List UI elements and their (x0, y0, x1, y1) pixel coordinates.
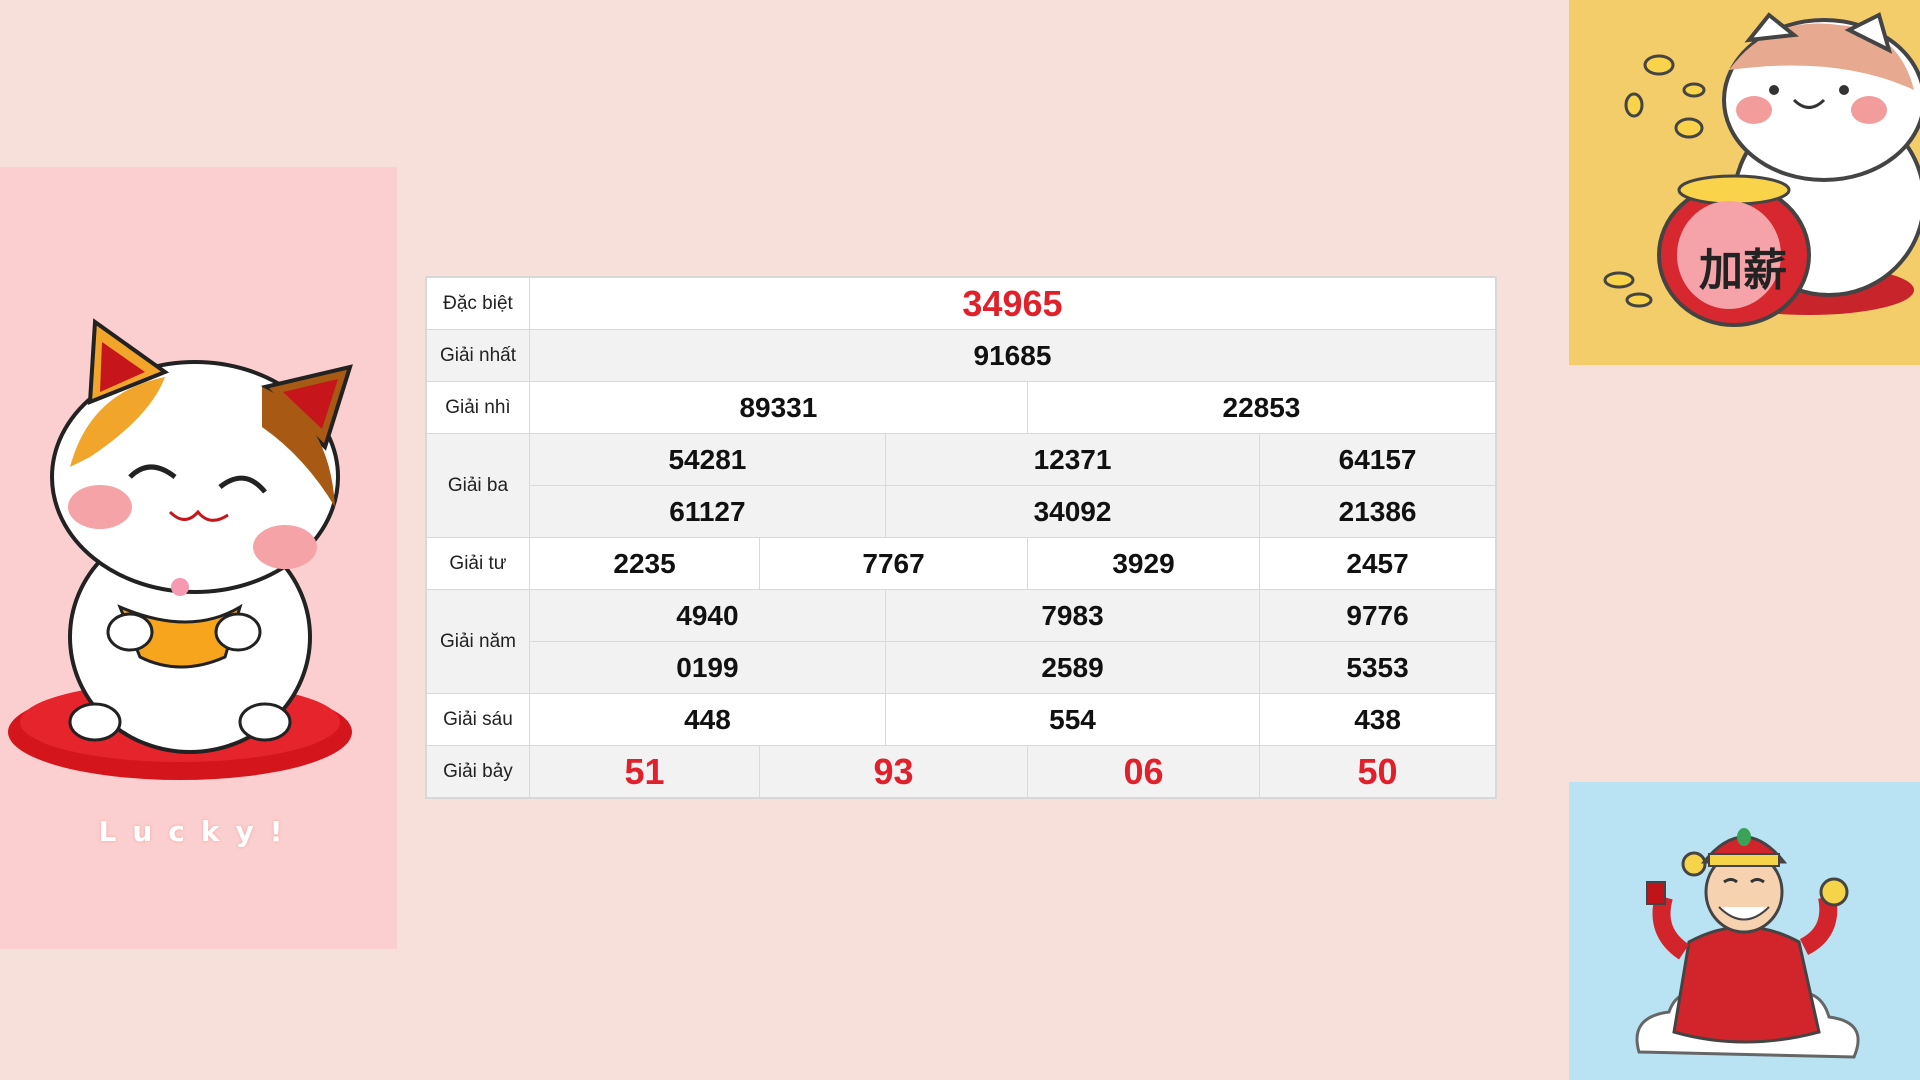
prize-number-highlight: 50 (1259, 745, 1497, 799)
prize-number: 554 (884, 693, 1261, 746)
prize-number: 7767 (759, 537, 1028, 590)
prize-number: 4940 (528, 589, 886, 642)
table-row: Giải ba 54281 12371 64157 (425, 433, 1497, 538)
prize-number: 21386 (1259, 485, 1497, 538)
table-row: 61127 34092 21386 (426, 485, 1497, 538)
money-cat-panel: 加薪 (1569, 0, 1920, 365)
prize-number: 2589 (884, 641, 1261, 694)
prize-label: Giải bảy (425, 745, 530, 799)
prize-number: 9776 (1259, 589, 1497, 642)
prize-number: 7983 (884, 589, 1261, 642)
raise-badge: 加薪 (1699, 245, 1787, 296)
table-row: Đặc biệt 34965 (425, 276, 1497, 330)
money-cat-illustration: 加薪 (1603, 12, 1920, 327)
prize-number: 34092 (884, 485, 1261, 538)
table-row: Giải sáu 448 554 438 (425, 693, 1497, 746)
prize-number: 91685 (528, 329, 1497, 382)
prize-number: 3929 (1026, 537, 1261, 590)
prize-number-highlight: 06 (1026, 745, 1261, 799)
lottery-results-table: Đặc biệt 34965 Giải nhất 91685 Giải nhì … (425, 276, 1497, 799)
prize-number-highlight: 51 (528, 745, 761, 799)
prize-label: Giải sáu (425, 693, 530, 746)
prize-number: 5353 (1259, 641, 1497, 694)
lucky-cat-illustration (8, 318, 353, 780)
table-row: 0199 2589 5353 (426, 641, 1497, 694)
prize-number: 448 (528, 693, 886, 746)
prize-label: Giải nhì (425, 381, 530, 434)
prize-number: 61127 (528, 485, 886, 538)
prize-label: Giải ba (425, 433, 530, 538)
prize-number: 64157 (1259, 433, 1497, 486)
table-row: Giải bảy 51 93 06 50 (425, 745, 1497, 799)
prize-number: 0199 (528, 641, 886, 694)
god-of-wealth-panel (1569, 782, 1920, 1080)
god-of-wealth-illustration (1635, 828, 1860, 1059)
lucky-text: Lucky! (98, 815, 299, 848)
lucky-cat-panel: Lucky! (0, 167, 397, 949)
prize-number: 54281 (528, 433, 886, 486)
prize-number-highlight: 93 (759, 745, 1028, 799)
special-prize-number: 34965 (528, 276, 1497, 330)
prize-number: 89331 (528, 381, 1028, 434)
prize-label: Giải tư (425, 537, 530, 590)
prize-label: Đặc biệt (425, 276, 530, 330)
table-row: Giải tư 2235 7767 3929 2457 (425, 537, 1497, 590)
prize-number: 2235 (528, 537, 761, 590)
prize-label: Giải năm (425, 589, 530, 694)
table-row: Giải năm 4940 7983 9776 (425, 589, 1497, 694)
prize-number: 22853 (1026, 381, 1497, 434)
table-row: Giải nhì 89331 22853 (425, 381, 1497, 434)
prize-label: Giải nhất (425, 329, 530, 382)
prize-number: 2457 (1259, 537, 1497, 590)
table-row: Giải nhất 91685 (425, 329, 1497, 382)
prize-number: 438 (1259, 693, 1497, 746)
prize-number: 12371 (884, 433, 1261, 486)
